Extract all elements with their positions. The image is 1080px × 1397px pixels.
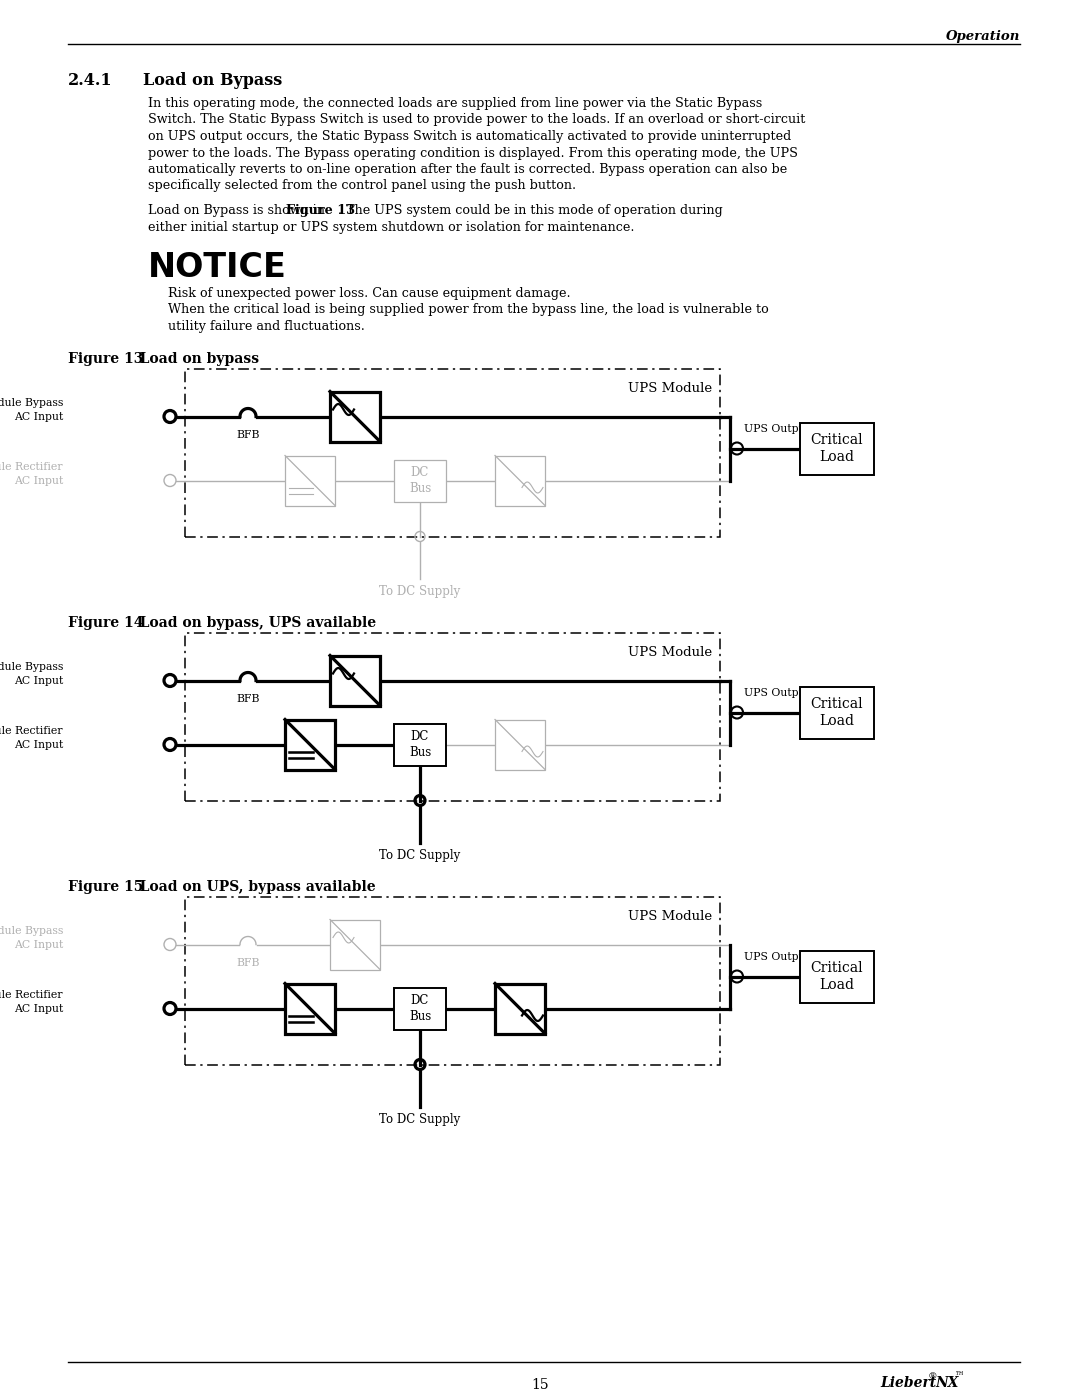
Text: ®: ® [928,1372,937,1382]
Text: Module Rectifier: Module Rectifier [0,990,63,1000]
Text: Load on bypass: Load on bypass [125,352,259,366]
Text: Figure 13: Figure 13 [68,352,144,366]
Text: To DC Supply: To DC Supply [379,1112,461,1126]
Text: AC Input: AC Input [14,1004,63,1014]
Bar [285,455,335,506]
Text: To DC Supply: To DC Supply [379,584,461,598]
Text: NX: NX [935,1376,958,1390]
Bar [330,919,380,970]
Text: DC
Bus: DC Bus [409,731,431,759]
Text: To DC Supply: To DC Supply [379,848,461,862]
Text: Load on Bypass: Load on Bypass [143,73,282,89]
Text: Load on bypass, UPS available: Load on bypass, UPS available [125,616,376,630]
Text: Critical
Load: Critical Load [811,433,863,464]
Bar [394,724,446,766]
Text: AC Input: AC Input [14,940,63,950]
Text: UPS Module: UPS Module [627,383,712,395]
Text: DC
Bus: DC Bus [409,467,431,495]
Bar [800,686,874,739]
Text: Figure 13: Figure 13 [286,204,355,217]
Text: Module Rectifier: Module Rectifier [0,462,63,472]
Text: NOTICE: NOTICE [148,251,287,284]
Text: In this operating mode, the connected loads are supplied from line power via the: In this operating mode, the connected lo… [148,96,762,110]
Bar [285,983,335,1034]
Bar [394,460,446,502]
Text: . The UPS system could be in this mode of operation during: . The UPS system could be in this mode o… [338,204,724,217]
Text: BFB: BFB [237,694,259,704]
Text: Switch. The Static Bypass Switch is used to provide power to the loads. If an ov: Switch. The Static Bypass Switch is used… [148,113,806,127]
Text: BFB: BFB [237,958,259,968]
Text: Liebert: Liebert [880,1376,936,1390]
Text: Module Bypass: Module Bypass [0,662,63,672]
Bar [330,655,380,705]
Bar [330,391,380,441]
Text: Operation: Operation [946,29,1020,43]
Text: UPS Module: UPS Module [627,911,712,923]
Bar [495,719,545,770]
Text: utility failure and fluctuations.: utility failure and fluctuations. [168,320,365,332]
Bar [394,988,446,1030]
Bar [285,719,335,770]
Text: Load on UPS, bypass available: Load on UPS, bypass available [125,880,376,894]
Text: Risk of unexpected power loss. Can cause equipment damage.: Risk of unexpected power loss. Can cause… [168,286,570,300]
Text: Module Bypass: Module Bypass [0,926,63,936]
Text: DC
Bus: DC Bus [409,995,431,1023]
Text: UPS Output: UPS Output [744,689,810,698]
Text: either initial startup or UPS system shutdown or isolation for maintenance.: either initial startup or UPS system shu… [148,221,635,233]
Text: UPS Module: UPS Module [627,647,712,659]
Text: Figure 15: Figure 15 [68,880,144,894]
Bar [495,983,545,1034]
Text: Figure 14: Figure 14 [68,616,144,630]
Text: BFB: BFB [237,430,259,440]
Bar [495,455,545,506]
Bar [800,950,874,1003]
Bar [800,422,874,475]
Text: AC Input: AC Input [14,412,63,422]
Text: UPS Output: UPS Output [744,425,810,434]
Text: Module Rectifier: Module Rectifier [0,726,63,736]
Text: automatically reverts to on-line operation after the fault is corrected. Bypass : automatically reverts to on-line operati… [148,163,787,176]
Text: AC Input: AC Input [14,676,63,686]
Text: UPS Output: UPS Output [744,953,810,963]
Text: power to the loads. The Bypass operating condition is displayed. From this opera: power to the loads. The Bypass operating… [148,147,798,159]
Text: ™: ™ [955,1372,964,1382]
Text: Critical
Load: Critical Load [811,697,863,728]
Text: specifically selected from the control panel using the push button.: specifically selected from the control p… [148,179,576,193]
Text: Load on Bypass is shown in: Load on Bypass is shown in [148,204,329,217]
Text: 15: 15 [531,1377,549,1391]
Text: on UPS output occurs, the Static Bypass Switch is automatically activated to pro: on UPS output occurs, the Static Bypass … [148,130,792,142]
Text: Module Bypass: Module Bypass [0,398,63,408]
Text: AC Input: AC Input [14,740,63,750]
Text: AC Input: AC Input [14,476,63,486]
Text: 2.4.1: 2.4.1 [68,73,112,89]
Text: Critical
Load: Critical Load [811,961,863,992]
Text: When the critical load is being supplied power from the bypass line, the load is: When the critical load is being supplied… [168,303,769,317]
